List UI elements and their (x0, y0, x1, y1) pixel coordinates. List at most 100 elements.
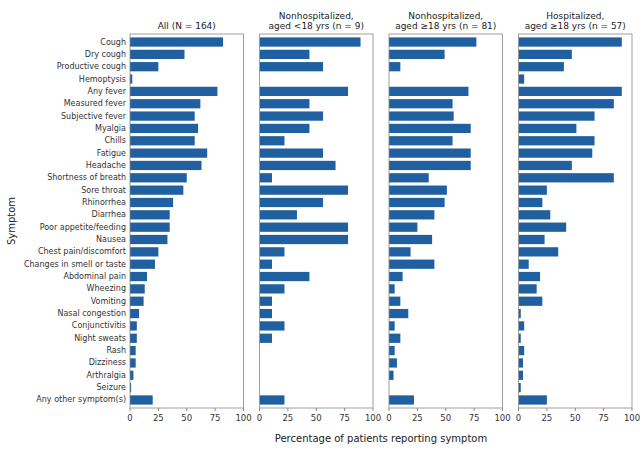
bar (130, 284, 145, 293)
x-tick (259, 408, 260, 411)
x-tick (474, 408, 475, 411)
x-tick (158, 408, 159, 411)
bar (389, 37, 476, 46)
bar (130, 272, 147, 281)
y-tick-label: Hemoptysis (79, 75, 126, 84)
bar (519, 87, 622, 96)
x-tick-label: 0 (127, 413, 132, 423)
x-tick-label: 25 (412, 413, 423, 423)
bar (130, 395, 153, 404)
bar (130, 321, 137, 330)
bar (260, 321, 285, 330)
bar (519, 50, 572, 59)
x-tick-label: 75 (210, 413, 221, 423)
bar (260, 124, 310, 133)
bar (519, 260, 529, 269)
y-tick-label: Cough (100, 38, 126, 47)
x-tick-label: 25 (282, 413, 293, 423)
bar (260, 136, 285, 145)
bar (260, 173, 272, 182)
x-tick-label: 25 (153, 413, 164, 423)
bar (260, 260, 272, 269)
bar (389, 272, 403, 281)
x-tick-label: 100 (235, 413, 251, 423)
bar (130, 148, 207, 157)
bar (389, 99, 453, 108)
chart: 0255075100CoughDry coughProductive cough… (0, 0, 640, 450)
y-tick-label: Arthralgia (86, 371, 126, 380)
y-tick-label: Abdominal pain (63, 272, 126, 281)
bar (389, 136, 453, 145)
x-tick (215, 408, 216, 411)
x-tick (344, 408, 345, 411)
bar (519, 62, 564, 71)
bar (519, 371, 524, 380)
panel-title: All (N = 164) (158, 21, 216, 31)
bars (389, 37, 476, 404)
bar (130, 136, 195, 145)
bar (389, 62, 400, 71)
bar (519, 124, 577, 133)
x-tick (417, 408, 418, 411)
x-tick-label: 100 (494, 413, 510, 423)
x-tick-label: 0 (386, 413, 391, 423)
bar (389, 358, 397, 367)
bar (130, 247, 158, 256)
x-tick (546, 408, 547, 411)
y-tick-label: Shortness of breath (47, 173, 126, 182)
bar (389, 173, 429, 182)
bar (389, 284, 395, 293)
panel: 0255075100Hospitalized,aged ≥18 yrs (n =… (516, 11, 640, 424)
bar (130, 161, 202, 170)
x-tick (389, 408, 390, 411)
x-tick (445, 408, 446, 411)
x-tick (130, 408, 131, 411)
bar (260, 272, 310, 281)
bar (260, 111, 324, 120)
x-tick-label: 0 (257, 413, 262, 423)
bar (260, 198, 324, 207)
bar (519, 284, 537, 293)
bar (519, 247, 559, 256)
bar (130, 210, 170, 219)
bar (130, 173, 187, 182)
panel: 0255075100Nonhospitalized,aged <18 yrs (… (257, 11, 381, 424)
x-tick-label: 75 (339, 413, 350, 423)
bar (130, 124, 198, 133)
bar (389, 87, 468, 96)
x-tick-label: 50 (311, 413, 322, 423)
bar (130, 87, 217, 96)
y-tick-label: Any fever (87, 87, 126, 96)
x-tick (186, 408, 187, 411)
panel: 0255075100CoughDry coughProductive cough… (24, 21, 252, 423)
bar (389, 297, 400, 306)
y-tick-label: Dry cough (85, 50, 126, 59)
bar (519, 186, 547, 195)
bar (260, 284, 285, 293)
frame (260, 34, 374, 408)
bar (389, 124, 471, 133)
x-tick (502, 408, 503, 411)
bar (130, 297, 144, 306)
y-tick-label: Chills (105, 136, 127, 145)
x-tick-label: 50 (570, 413, 581, 423)
bars (519, 37, 622, 404)
bar (519, 346, 525, 355)
bar (519, 297, 543, 306)
bar (389, 186, 447, 195)
bar (260, 334, 272, 343)
bar (389, 247, 411, 256)
y-tick-label: Myalgia (95, 124, 126, 133)
panel-title: Nonhospitalized,aged ≥18 yrs (n = 81) (395, 11, 496, 32)
bar (130, 358, 136, 367)
y-tick-label: Wheezing (87, 284, 126, 293)
bars (130, 37, 223, 404)
bar (260, 395, 285, 404)
bar (389, 371, 394, 380)
y-tick-label: Subjective fever (61, 112, 127, 121)
bar (260, 186, 349, 195)
bar (389, 334, 400, 343)
bar (260, 99, 310, 108)
bar (519, 235, 545, 244)
y-tick-label: Fatigue (97, 149, 126, 158)
